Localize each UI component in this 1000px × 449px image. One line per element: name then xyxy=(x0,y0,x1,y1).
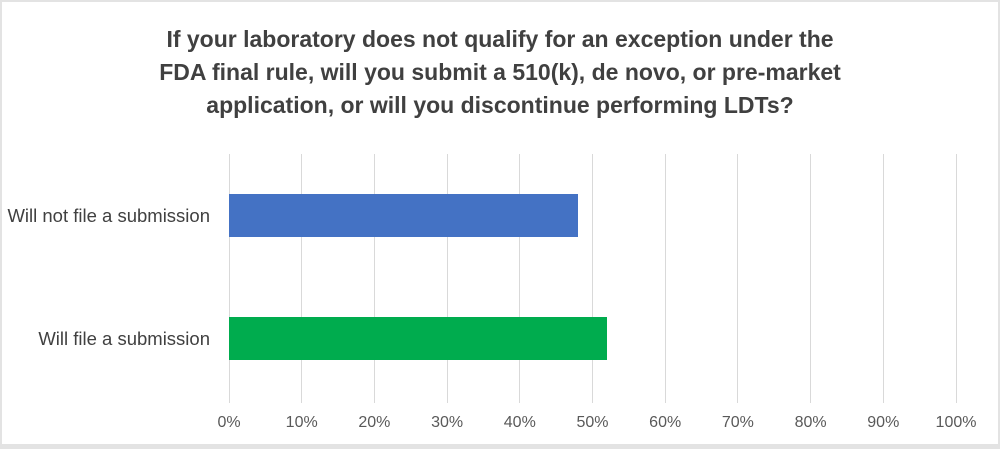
axis-tick xyxy=(664,399,666,403)
x-axis-tick-label: 70% xyxy=(721,414,754,431)
category-label-will-not-file: Will not file a submission xyxy=(7,204,210,226)
gridline xyxy=(301,154,303,399)
x-axis: 0% 10% 20% 30% 40% 50% 60% 70% 80% 90% 100% xyxy=(217,413,976,433)
axis-tick xyxy=(592,399,593,403)
gridline xyxy=(228,154,230,399)
axis-tick xyxy=(955,399,957,403)
x-axis-tick-label: 0% xyxy=(217,414,241,431)
x-axis-tick-label: 100% xyxy=(935,414,977,431)
gridline xyxy=(737,154,739,399)
x-axis-tick-label: 30% xyxy=(431,414,464,431)
axis-tick xyxy=(446,399,448,403)
category-label-will-file: Will file a submission xyxy=(38,327,210,349)
plot-area: Will not file a submission Will file a s… xyxy=(7,154,957,403)
bar-will-not-file xyxy=(229,194,578,237)
gridline xyxy=(810,154,812,399)
x-axis-tick-label: 90% xyxy=(867,414,900,431)
gridline xyxy=(592,154,593,399)
bar-row-will-not-file: Will not file a submission xyxy=(7,194,956,237)
x-axis-tick-label: 10% xyxy=(285,414,318,431)
axis-tick xyxy=(373,399,375,403)
gridline xyxy=(519,154,521,399)
axis-tick xyxy=(810,399,812,403)
gridline xyxy=(446,154,448,399)
axis-tick xyxy=(882,399,884,403)
gridline xyxy=(664,154,666,399)
x-axis-tick-label: 40% xyxy=(503,414,536,431)
chart-title-line-1: If your laboratory does not qualify for … xyxy=(166,26,834,52)
x-axis-tick-label: 60% xyxy=(649,414,682,431)
gridline xyxy=(373,154,375,399)
chart-title: If your laboratory does not qualify for … xyxy=(2,23,998,122)
x-axis-tick-label: 50% xyxy=(576,414,609,431)
axis-tick xyxy=(519,399,521,403)
gridline xyxy=(882,154,884,399)
chart-title-line-3: application, or will you discontinue per… xyxy=(206,92,794,118)
gridline xyxy=(955,154,957,399)
x-axis-tick-label: 20% xyxy=(358,414,391,431)
bar-will-file xyxy=(229,317,608,360)
bar-row-will-file: Will file a submission xyxy=(38,317,956,360)
x-axis-tick-label: 80% xyxy=(794,414,827,431)
axis-tick xyxy=(737,399,739,403)
axis-tick xyxy=(301,399,303,403)
chart-title-line-2: FDA final rule, will you submit a 510(k)… xyxy=(159,59,841,85)
axis-tick xyxy=(228,399,230,403)
